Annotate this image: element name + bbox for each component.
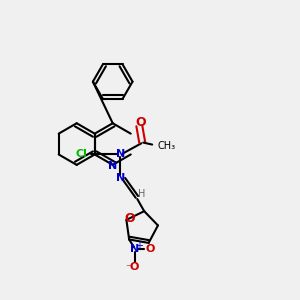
Text: N: N xyxy=(116,173,125,183)
Text: O: O xyxy=(125,212,135,225)
Text: O: O xyxy=(129,262,139,272)
Text: CH₃: CH₃ xyxy=(157,140,175,151)
Text: Cl: Cl xyxy=(76,149,88,160)
Text: H: H xyxy=(138,189,146,199)
Text: N: N xyxy=(130,244,140,254)
Text: +: + xyxy=(136,241,143,251)
Text: O: O xyxy=(145,244,154,254)
Text: O: O xyxy=(135,116,146,129)
Text: N: N xyxy=(108,161,117,171)
Text: N: N xyxy=(116,149,125,160)
Text: ⁻: ⁻ xyxy=(125,263,131,276)
